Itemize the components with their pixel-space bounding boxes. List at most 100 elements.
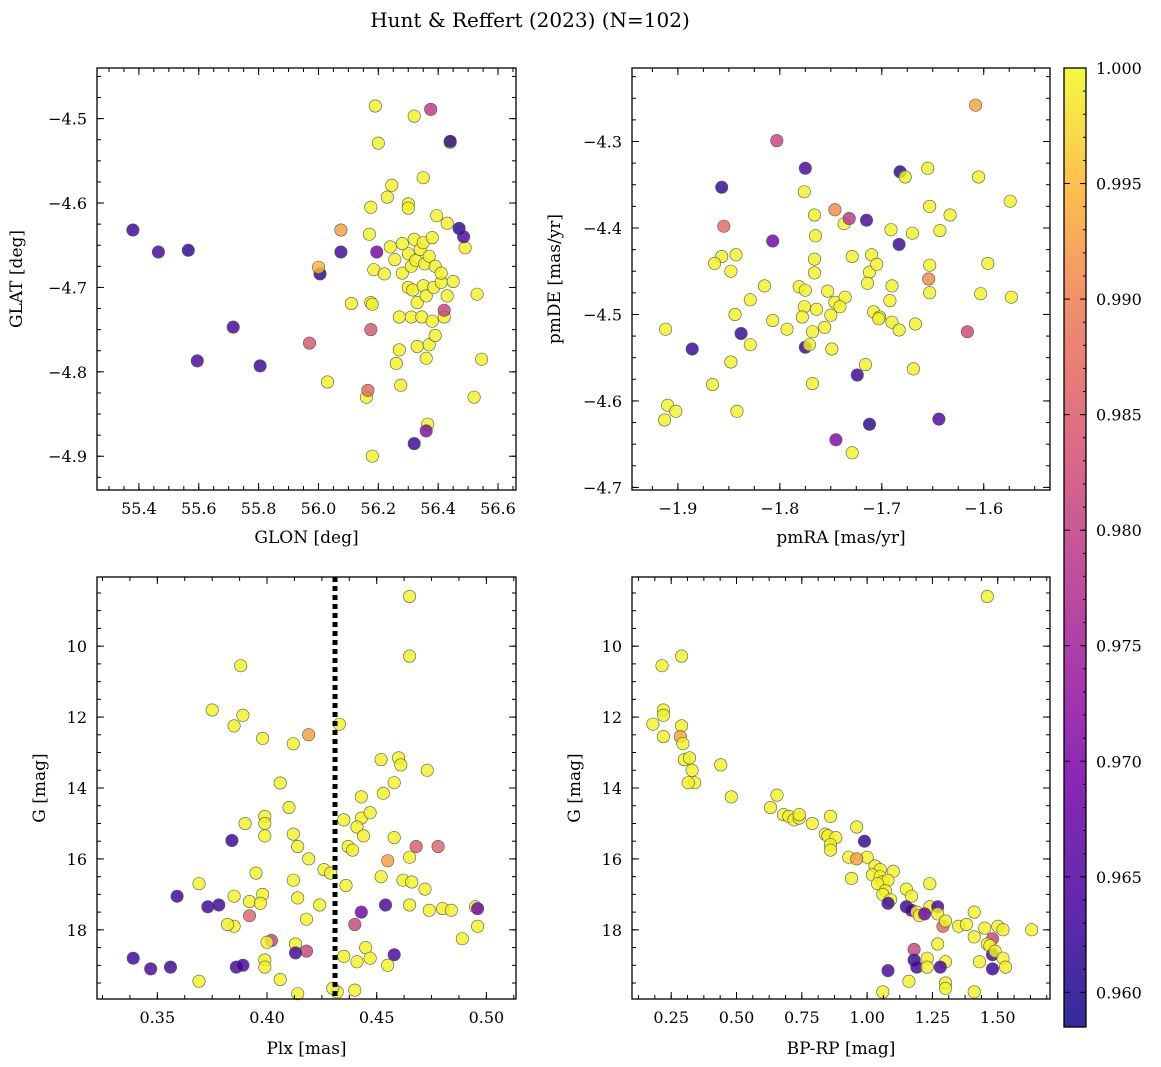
scatter-point (858, 358, 872, 372)
scatter-point (337, 949, 351, 963)
y-tick-label: −4.6 (583, 392, 622, 411)
scatter-point (792, 808, 806, 822)
scatter-point (876, 985, 890, 999)
scatter-point (872, 312, 886, 326)
scatter-point (938, 914, 952, 928)
colorbar-tick-label: 0.985 (1096, 406, 1142, 425)
scatter-point (418, 882, 432, 896)
panel-2: −1.9 −1.8 −1.7 −1.6 −4.3 −4.4 −4.5 −4.6 −4.7 pmRA… (545, 67, 1051, 548)
scatter-point (410, 296, 424, 310)
scatter-point (364, 200, 378, 214)
scatter-point (818, 320, 832, 334)
scatter-point (904, 889, 918, 903)
scatter-point (234, 659, 248, 673)
scatter-point (470, 287, 484, 301)
scatter-point (766, 313, 780, 327)
scatter-point (922, 272, 936, 286)
scatter-point (960, 325, 974, 339)
y-tick-label: −4.4 (583, 219, 622, 238)
scatter-point (458, 241, 472, 255)
scatter-point (850, 852, 864, 866)
scatter-point (362, 227, 376, 241)
scatter-point (302, 336, 316, 350)
scatter-point (743, 338, 757, 352)
scatter-point (419, 424, 433, 438)
colorbar-tick-label: 0.970 (1096, 752, 1142, 771)
scatter-point (467, 390, 481, 404)
scatter-point (685, 763, 699, 777)
scatter-point (933, 224, 947, 238)
scatter-point (422, 903, 436, 917)
scatter-point (381, 958, 395, 972)
scatter-point (823, 809, 837, 823)
scatter-point (151, 245, 165, 259)
scatter-point (444, 903, 458, 917)
scatter-point (431, 839, 445, 853)
scatter-point (850, 368, 864, 382)
y-axis-label: G [mag] (30, 753, 50, 822)
scatter-point (905, 226, 919, 240)
scatter-point (715, 180, 729, 194)
scatter-point (805, 325, 819, 339)
scatter-point (821, 284, 835, 298)
y-tick-label: −4.7 (583, 478, 622, 497)
scatter-point (862, 417, 876, 431)
scatter-point (805, 816, 819, 830)
panel-4: 0.25 0.50 0.75 1.00 1.25 1.50 10 12 14 16 18 BP-RP … (565, 576, 1051, 1059)
y-tick-label: −4.6 (48, 194, 87, 213)
scatter-point (249, 866, 263, 880)
y-tick-label: 10 (602, 637, 622, 656)
x-axis-label: BP-RP [mag] (787, 1039, 896, 1059)
scatter-point (996, 923, 1010, 937)
colorbar-frame (1063, 67, 1087, 1028)
scatter-point (770, 788, 784, 802)
scatter-point (192, 877, 206, 891)
x-tick-label: 1.25 (915, 1008, 951, 1027)
scatter-point (757, 279, 771, 293)
scatter-point (395, 266, 409, 280)
scatter-point (902, 974, 916, 988)
scatter-point (394, 378, 408, 392)
scatter-point (802, 338, 816, 352)
scatter-point (407, 437, 421, 451)
scatter-point (422, 249, 436, 263)
y-tick-label: 10 (67, 637, 87, 656)
scatter-point (424, 102, 438, 116)
scatter-point (932, 412, 946, 426)
x-tick-label: −1.6 (964, 499, 1003, 518)
scatter-point (226, 320, 240, 334)
scatter-point (425, 314, 439, 328)
scatter-point (356, 829, 370, 843)
scatter-point (258, 960, 272, 974)
scatter-point (446, 274, 460, 288)
scatter-point (238, 816, 252, 830)
scatter-point (717, 219, 731, 233)
scatter-point (708, 256, 722, 270)
scatter-point (291, 891, 305, 905)
scatter-point (798, 161, 812, 175)
scatter-points (658, 98, 1018, 460)
scatter-point (403, 898, 417, 912)
scatter-point (337, 813, 351, 827)
scatter-point (884, 223, 898, 237)
scatter-point (938, 981, 952, 995)
scatter-point (985, 962, 999, 976)
scatter-point (401, 201, 415, 215)
scatter-point (807, 208, 821, 222)
scatter-point (354, 905, 368, 919)
scatter-point (844, 871, 858, 885)
scatter-point (918, 907, 932, 921)
scatter-point (646, 717, 660, 731)
scatter-point (656, 708, 670, 722)
scatter-point (1003, 194, 1017, 208)
y-tick-label: 18 (602, 921, 622, 940)
scatter-point (170, 889, 184, 903)
scatter-point (828, 203, 842, 217)
scatter-point (286, 873, 300, 887)
scatter-point (920, 960, 934, 974)
scatter-point (302, 728, 316, 742)
scatter-point (923, 199, 937, 213)
scatter-point (374, 870, 388, 884)
scatter-point (419, 289, 433, 303)
x-tick-label: 0.75 (784, 1008, 820, 1027)
